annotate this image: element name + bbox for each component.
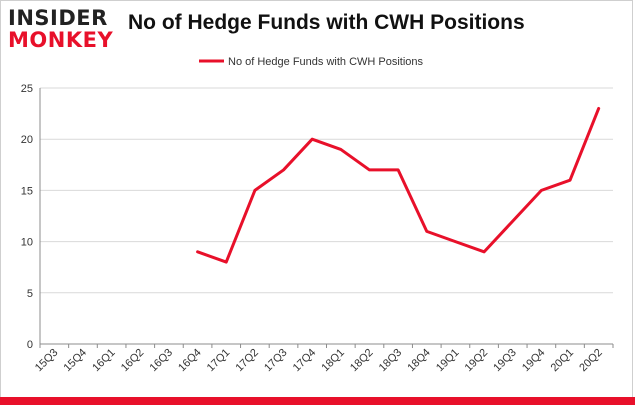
y-tick-label: 5 [27,288,33,300]
grid-lines [40,87,613,294]
x-tick-label: 15Q4 [62,347,90,375]
x-tick-label: 20Q2 [577,347,605,375]
logo-line-2: MONKEY [8,28,114,52]
legend-label: No of Hedge Funds with CWH Positions [228,56,424,68]
y-tick-label: 15 [21,185,33,197]
x-tick-label: 19Q3 [491,347,519,375]
x-tick-label: 15Q3 [33,347,61,375]
x-tick-label: 19Q2 [463,347,491,375]
x-tick-label: 18Q2 [348,347,376,375]
chart-title: No of Hedge Funds with CWH Positions [128,11,525,34]
x-tick-labels: 15Q3 15Q4 16Q1 16Q2 16Q3 16Q4 17Q1 17Q2 17Q3 17Q4… [33,347,605,375]
x-tick-label: 19Q1 [434,347,462,375]
axes [39,88,614,348]
logo-line-1: INSIDER [8,6,108,30]
x-tick-label: 17Q1 [205,347,233,375]
x-tick-label: 16Q2 [119,347,147,375]
y-tick-label: 10 [21,237,33,249]
x-tick-label: 20Q1 [549,347,577,375]
x-tick-label: 16Q3 [148,347,176,375]
x-tick-label: 17Q2 [233,347,261,375]
x-tick-label: 18Q4 [405,347,433,375]
x-tick-label: 18Q1 [319,347,347,375]
series-lines [196,106,601,264]
legend: No of Hedge Funds with CWH Positions [199,56,424,68]
y-tick-label: 20 [21,134,33,146]
y-tick-label: 25 [21,83,33,95]
x-tick-label: 17Q4 [291,347,319,375]
series-line-0 [196,106,601,264]
x-tick-label: 19Q4 [520,347,548,375]
x-tick-label: 16Q4 [176,347,204,375]
y-tick-label: 0 [27,339,33,351]
y-tick-labels: 0 5 10 15 20 25 [21,83,33,351]
x-tick-label: 18Q3 [377,347,405,375]
x-tick-label: 16Q1 [90,347,118,375]
bottom-accent-bar [0,397,635,405]
insider-monkey-logo: INSIDER MONKEY [8,6,118,52]
x-tick-label: 17Q3 [262,347,290,375]
